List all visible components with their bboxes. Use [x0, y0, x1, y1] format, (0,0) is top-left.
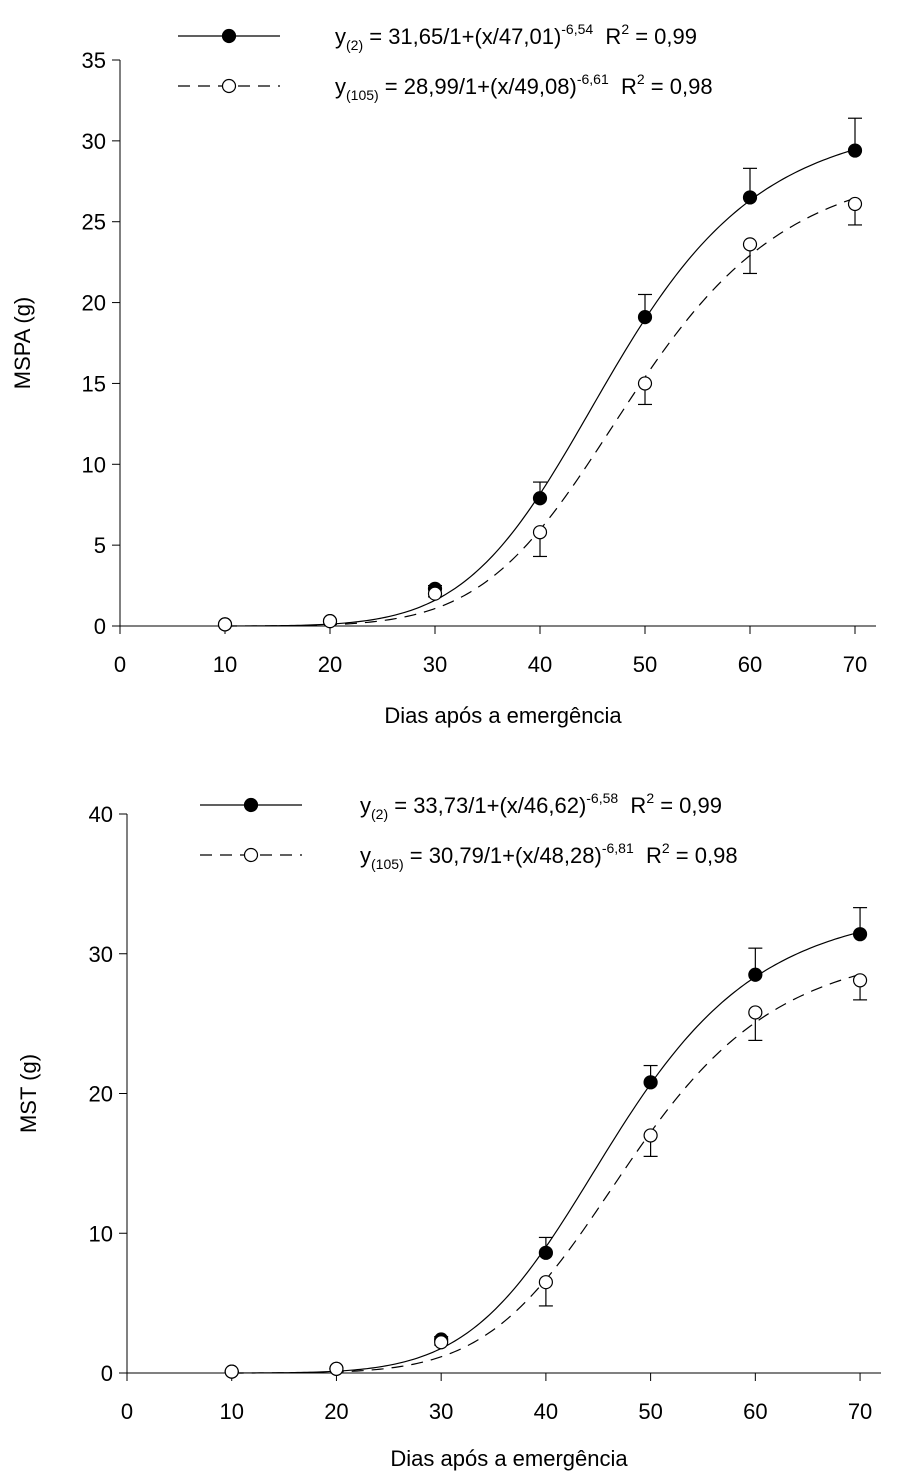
data-point — [538, 1245, 553, 1260]
data-point — [742, 237, 758, 252]
y-tick-label: 0 — [94, 614, 106, 639]
data-point — [742, 190, 758, 205]
y-tick-label: 20 — [82, 291, 106, 316]
equation-subscript: (2) — [346, 37, 363, 53]
data-point — [224, 1364, 239, 1379]
y-tick-label: 20 — [89, 1082, 113, 1107]
equation-text: y — [335, 24, 346, 49]
equation-superscript: 2 — [621, 21, 629, 37]
data-point — [538, 1275, 553, 1290]
legend-marker — [243, 797, 259, 813]
data-point — [847, 143, 863, 158]
data-point — [748, 967, 763, 982]
equation-superscript: -6,58 — [586, 790, 618, 806]
data-point — [329, 1361, 344, 1376]
equation-subscript: (105) — [371, 856, 404, 872]
fit-curve — [231, 973, 861, 1374]
y-tick-label: 25 — [82, 210, 106, 235]
equation-text: R — [593, 24, 621, 49]
legend-equation: y(2) = 31,65/1+(x/47,01)-6,54 R2 = 0,99 — [335, 21, 697, 53]
x-axis-title: Dias após a emergência — [390, 1446, 628, 1471]
x-tick-label: 20 — [324, 1399, 348, 1424]
data-point — [217, 617, 233, 632]
x-tick-label: 40 — [528, 652, 552, 677]
fit-curve — [224, 197, 856, 627]
x-tick-label: 0 — [114, 652, 126, 677]
data-point — [427, 586, 443, 601]
equation-text: = 0,99 — [629, 24, 697, 49]
x-tick-label: 70 — [848, 1399, 872, 1424]
y-tick-label: 5 — [94, 533, 106, 558]
x-tick-label: 30 — [429, 1399, 453, 1424]
panel: 0 10 20 30 40 0 10 20 30 40 50 60 70 MST (g) Dias após… — [16, 790, 881, 1471]
legend-equation: y(2) = 33,73/1+(x/46,62)-6,58 R2 = 0,99 — [360, 790, 722, 822]
panel: 0 5 10 15 20 25 30 35 0 10 20 30 40 50 60 70 MSPA (g) Dia… — [10, 21, 876, 728]
equation-text: = 0,98 — [645, 74, 713, 99]
equation-text: = 0,99 — [654, 793, 722, 818]
data-point — [643, 1075, 658, 1090]
equation-text: = 30,79/1+(x/48,28) — [404, 843, 602, 868]
x-tick-label: 30 — [423, 652, 447, 677]
equation-text: = 28,99/1+(x/49,08) — [379, 74, 577, 99]
x-tick-label: 60 — [738, 652, 762, 677]
equation-superscript: 2 — [646, 790, 654, 806]
y-axis-title: MST (g) — [16, 1054, 41, 1133]
legend-equation: y(105) = 28,99/1+(x/49,08)-6,61 R2 = 0,9… — [335, 71, 713, 103]
y-axis-title: MSPA (g) — [10, 297, 35, 390]
data-point — [637, 376, 653, 391]
data-point — [532, 525, 548, 540]
x-tick-label: 0 — [121, 1399, 133, 1424]
x-tick-label: 50 — [638, 1399, 662, 1424]
y-tick-label: 40 — [89, 802, 113, 827]
x-tick-label: 50 — [633, 652, 657, 677]
y-tick-label: 0 — [101, 1361, 113, 1386]
x-tick-label: 70 — [843, 652, 867, 677]
data-point — [532, 491, 548, 506]
equation-text: = 33,73/1+(x/46,62) — [388, 793, 586, 818]
x-tick-label: 10 — [213, 652, 237, 677]
legend-marker — [243, 847, 259, 863]
equation-superscript: -6,81 — [602, 840, 634, 856]
equation-superscript: 2 — [637, 71, 645, 87]
x-axis-title: Dias após a emergência — [384, 703, 622, 728]
legend-equation: y(105) = 30,79/1+(x/48,28)-6,81 R2 = 0,9… — [360, 840, 738, 872]
y-tick-label: 30 — [82, 129, 106, 154]
data-point — [643, 1128, 658, 1143]
legend-marker — [221, 28, 237, 44]
equation-text: R — [609, 74, 637, 99]
y-tick-label: 30 — [89, 942, 113, 967]
y-tick-label: 35 — [82, 48, 106, 73]
equation-superscript: 2 — [662, 840, 670, 856]
data-point — [434, 1335, 449, 1350]
data-point — [847, 196, 863, 212]
equation-subscript: (2) — [371, 806, 388, 822]
data-point — [852, 973, 868, 988]
equation-text: y — [335, 74, 346, 99]
equation-subscript: (105) — [346, 87, 379, 103]
equation-superscript: -6,54 — [561, 21, 593, 37]
equation-text: y — [360, 843, 371, 868]
data-point — [852, 927, 868, 942]
data-point — [748, 1005, 763, 1020]
x-tick-label: 60 — [743, 1399, 767, 1424]
x-tick-label: 40 — [534, 1399, 558, 1424]
equation-superscript: -6,61 — [577, 71, 609, 87]
y-tick-label: 15 — [82, 371, 106, 396]
x-tick-label: 20 — [318, 652, 342, 677]
equation-text: y — [360, 793, 371, 818]
legend-marker — [221, 78, 237, 94]
equation-text: R — [634, 843, 662, 868]
equation-text: R — [618, 793, 646, 818]
x-tick-label: 10 — [219, 1399, 243, 1424]
equation-text: = 0,98 — [670, 843, 738, 868]
data-point — [322, 614, 338, 629]
equation-text: = 31,65/1+(x/47,01) — [363, 24, 561, 49]
y-tick-label: 10 — [82, 452, 106, 477]
data-point — [637, 310, 653, 325]
fit-curve — [231, 931, 861, 1374]
y-tick-label: 10 — [89, 1221, 113, 1246]
